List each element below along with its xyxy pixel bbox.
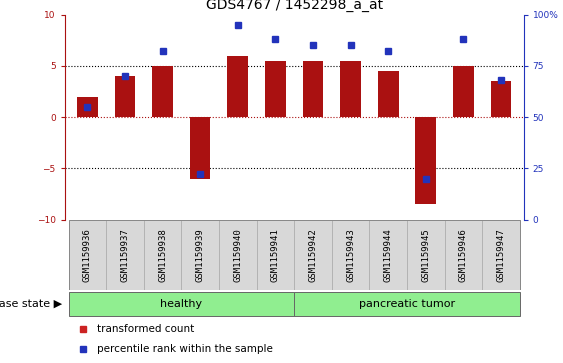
Title: GDS4767 / 1452298_a_at: GDS4767 / 1452298_a_at xyxy=(205,0,383,12)
Bar xyxy=(482,220,520,290)
Bar xyxy=(332,220,369,290)
Bar xyxy=(491,81,511,117)
Bar xyxy=(69,220,106,290)
Bar xyxy=(152,66,173,117)
Bar xyxy=(265,61,285,117)
Bar xyxy=(415,117,436,204)
Bar xyxy=(69,292,294,316)
Text: GSM1159946: GSM1159946 xyxy=(459,228,468,282)
Bar xyxy=(190,117,211,179)
Bar xyxy=(181,220,219,290)
Bar xyxy=(77,97,97,117)
Text: pancreatic tumor: pancreatic tumor xyxy=(359,299,455,309)
Text: GSM1159945: GSM1159945 xyxy=(421,228,430,282)
Text: GSM1159940: GSM1159940 xyxy=(233,228,242,282)
Text: GSM1159938: GSM1159938 xyxy=(158,228,167,282)
Bar xyxy=(445,220,482,290)
Bar xyxy=(227,56,248,117)
Text: GSM1159939: GSM1159939 xyxy=(195,228,204,282)
Text: GSM1159941: GSM1159941 xyxy=(271,228,280,282)
Text: GSM1159942: GSM1159942 xyxy=(309,228,318,282)
Text: GSM1159936: GSM1159936 xyxy=(83,228,92,282)
Bar xyxy=(219,220,257,290)
Text: GSM1159943: GSM1159943 xyxy=(346,228,355,282)
Bar xyxy=(369,220,407,290)
Text: percentile rank within the sample: percentile rank within the sample xyxy=(97,344,272,354)
Bar xyxy=(340,61,361,117)
Bar xyxy=(407,220,445,290)
Bar xyxy=(453,66,473,117)
Bar xyxy=(303,61,323,117)
Bar xyxy=(378,71,399,117)
Text: healthy: healthy xyxy=(160,299,203,309)
Text: GSM1159944: GSM1159944 xyxy=(384,228,393,282)
Bar xyxy=(257,220,294,290)
Text: disease state ▶: disease state ▶ xyxy=(0,299,62,309)
Bar xyxy=(294,292,520,316)
Bar xyxy=(294,220,332,290)
Text: GSM1159937: GSM1159937 xyxy=(120,228,129,282)
Text: GSM1159947: GSM1159947 xyxy=(497,228,506,282)
Text: transformed count: transformed count xyxy=(97,325,194,334)
Bar xyxy=(106,220,144,290)
Bar xyxy=(144,220,181,290)
Bar xyxy=(115,76,135,117)
